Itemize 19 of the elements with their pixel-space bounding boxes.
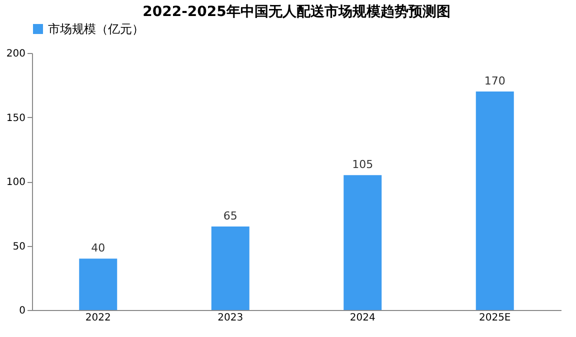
chart-title: 2022-2025年中国无人配送市场规模趋势预测图 (142, 3, 450, 20)
data-label: 105 (352, 158, 374, 172)
data-label: 65 (223, 209, 238, 222)
y-tick-label: 0 (19, 306, 26, 316)
x-tick-label: 2022 (85, 312, 111, 324)
bar (344, 175, 382, 310)
y-tick-label: 200 (6, 48, 26, 60)
x-tick-label: 2023 (218, 312, 244, 324)
bar (211, 226, 250, 310)
legend-label: 市场规模（亿元） (48, 22, 144, 36)
y-tick-label: 150 (6, 112, 26, 124)
data-label: 170 (484, 74, 506, 88)
y-tick-label: 100 (6, 177, 26, 188)
y-tick-label: 50 (12, 241, 26, 252)
data-label: 40 (91, 242, 106, 255)
bar (476, 92, 514, 310)
x-tick-label: 2025E (478, 312, 511, 324)
bar (79, 258, 118, 310)
x-tick-label: 2024 (350, 312, 376, 324)
